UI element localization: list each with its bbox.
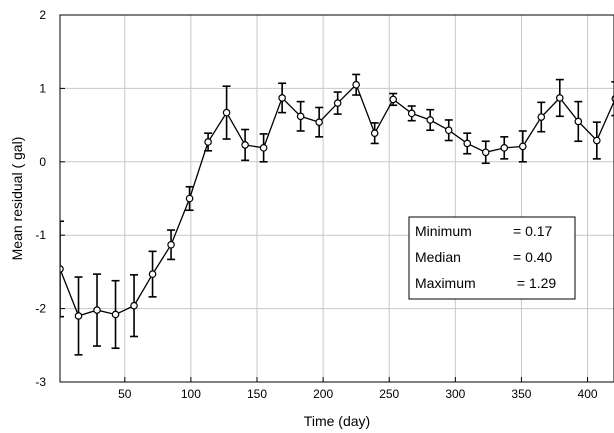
data-point (204, 138, 212, 146)
data-point (259, 144, 268, 152)
data-point (333, 99, 342, 107)
data-point (167, 240, 175, 249)
data-point (518, 142, 527, 151)
stat-minimum-label: Minimum (415, 223, 472, 239)
y-tick-label: 2 (39, 8, 46, 22)
x-tick-label: 100 (181, 387, 201, 401)
data-point (148, 270, 157, 278)
data-point (74, 312, 83, 320)
stat-maximum-value: = 1.29 (513, 275, 556, 291)
stats-annotation: Minimum = 0.17 Median = 0.40 Maximum = 1… (408, 216, 576, 300)
data-point (60, 265, 64, 273)
stat-minimum-value: = 0.17 (513, 223, 553, 239)
data-point (481, 148, 490, 157)
plot-frame (59, 14, 614, 383)
y-tick-label: 1 (39, 81, 46, 95)
data-point (185, 194, 194, 203)
data-point (315, 118, 323, 126)
x-tick-label: 150 (247, 387, 267, 401)
data-point (222, 108, 231, 117)
y-axis-label: Mean residual ( gal) (9, 137, 25, 261)
data-point (111, 310, 120, 319)
x-tick-label: 50 (118, 387, 132, 401)
x-tick-label: 350 (511, 387, 531, 401)
data-point (93, 306, 101, 314)
x-tick-label: 250 (379, 387, 399, 401)
y-tick-label: -1 (35, 228, 46, 242)
y-tick-label: -2 (35, 302, 46, 316)
stat-maximum-label: Maximum (415, 275, 476, 291)
y-tick-label: 0 (39, 155, 46, 169)
data-point (444, 126, 453, 135)
tick-layer: 50 100 150 200 250 300 350 400 -3 -2 -1 0 1 2 (35, 8, 598, 401)
data-point (296, 112, 305, 121)
x-tick-label: 200 (313, 387, 333, 401)
stats-box-frame (408, 216, 576, 300)
x-axis-label: Time (day) (304, 413, 370, 429)
series-layer (60, 73, 614, 356)
data-point (389, 95, 397, 104)
data-point (537, 113, 546, 121)
y-tick-label: -3 (35, 375, 46, 389)
data-point (500, 144, 509, 152)
data-point (407, 109, 416, 118)
x-tick-label: 400 (578, 387, 598, 401)
data-point (426, 116, 435, 124)
x-tick-label: 300 (445, 387, 465, 401)
data-point (130, 301, 138, 310)
data-point (241, 141, 249, 149)
data-point (370, 129, 379, 137)
data-point (593, 136, 601, 145)
data-point (555, 94, 564, 102)
data-point (463, 139, 472, 148)
data-point (574, 117, 583, 126)
data-point (352, 80, 360, 89)
data-point (278, 94, 286, 102)
stat-median-value: = 0.40 (513, 249, 553, 265)
stat-median-label: Median (415, 249, 461, 265)
series-group (60, 73, 614, 356)
